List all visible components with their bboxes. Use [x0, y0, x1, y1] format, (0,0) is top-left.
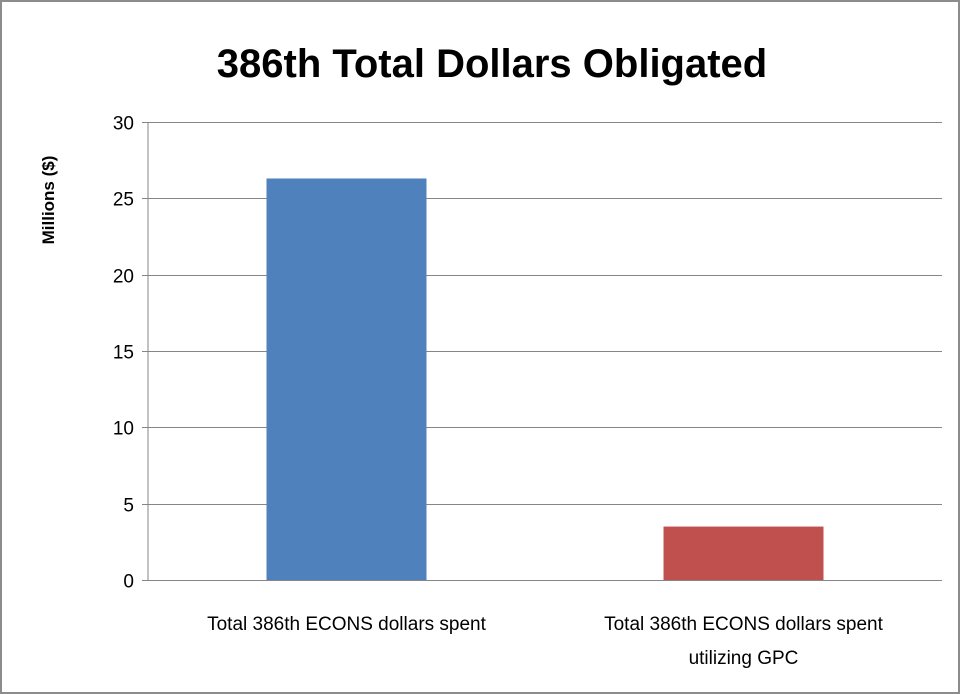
y-tick-label: 0	[123, 572, 134, 593]
y-axis-label: Millions ($)	[39, 156, 58, 245]
bar	[663, 526, 824, 580]
y-tick-label: 20	[113, 267, 134, 288]
y-tick-label: 5	[123, 496, 134, 517]
y-tick-label: 15	[113, 343, 134, 364]
x-category-label-line: utilizing GPC	[689, 648, 799, 669]
gridlines	[142, 122, 942, 581]
y-tick-label: 25	[113, 190, 134, 211]
y-tick-label: 30	[113, 114, 134, 135]
bars	[266, 178, 824, 580]
bar	[266, 178, 427, 580]
x-category-label: Total 386th ECONS dollars spent	[207, 614, 487, 635]
y-axis-ticks: 0 5 10 15 20 25 30	[113, 114, 134, 593]
x-axis-categories: Total 386th ECONS dollars spent Total 386…	[207, 614, 884, 669]
y-tick-label: 10	[113, 419, 134, 440]
x-category-label-line: Total 386th ECONS dollars spent	[207, 614, 487, 635]
chart-title: 386th Total Dollars Obligated	[217, 42, 767, 86]
x-category-label-line: Total 386th ECONS dollars spent	[604, 614, 884, 635]
x-category-label: Total 386th ECONS dollars spent utilizing…	[604, 614, 884, 669]
